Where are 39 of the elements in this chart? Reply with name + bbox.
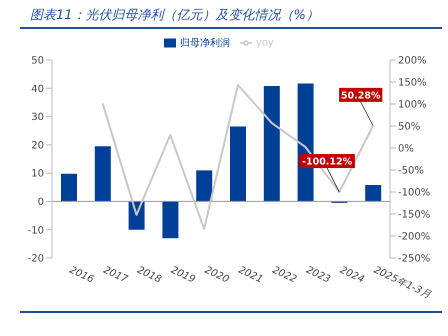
data-label: -100.12% bbox=[302, 156, 353, 168]
bar bbox=[61, 174, 77, 202]
bar bbox=[264, 86, 280, 202]
y-tick-label: -10 bbox=[28, 225, 44, 236]
x-tick-label: 2025年1-3月 bbox=[372, 264, 433, 301]
x-tick-label: 2019 bbox=[169, 264, 197, 286]
y2-tick-label: 150% bbox=[398, 78, 427, 89]
legend-label: 归母净利润 bbox=[180, 38, 230, 49]
x-tick-label: 2018 bbox=[135, 264, 163, 286]
bar bbox=[196, 170, 212, 202]
chart-title: 图表11：光伏归母净利（亿元）及变化情况（%） bbox=[30, 7, 319, 24]
y2-tick-label: -150% bbox=[398, 210, 430, 221]
y2-tick-label: -100% bbox=[398, 188, 430, 199]
bar bbox=[162, 201, 178, 238]
x-tick-label: 2022 bbox=[270, 264, 298, 286]
x-tick-label: 2024 bbox=[338, 264, 366, 286]
x-tick-label: 2021 bbox=[236, 264, 264, 286]
y-tick-label: 20 bbox=[31, 140, 44, 152]
y-tick-label: 40 bbox=[31, 84, 44, 95]
y2-tick-label: -250% bbox=[398, 254, 430, 265]
y2-tick-label: 0% bbox=[398, 144, 414, 155]
y-tick-label: 0 bbox=[38, 196, 44, 208]
y2-tick-label: 100% bbox=[398, 100, 427, 111]
y2-tick-label: 200% bbox=[398, 56, 427, 67]
y2-tick-label: 50% bbox=[398, 122, 420, 133]
x-tick-label: 2017 bbox=[101, 264, 130, 286]
x-tick-label: 2016 bbox=[68, 264, 96, 286]
y-tick-label: 50 bbox=[31, 56, 44, 67]
y2-tick-label: -50% bbox=[398, 166, 424, 177]
bar bbox=[365, 185, 382, 202]
x-tick-label: 2023 bbox=[304, 264, 332, 286]
y-tick-label: -20 bbox=[28, 254, 44, 265]
bar bbox=[94, 146, 111, 202]
data-label: 50.28% bbox=[340, 90, 381, 102]
y2-tick-label: -200% bbox=[398, 232, 430, 243]
y-tick-label: 10 bbox=[31, 168, 44, 180]
y-tick-label: 30 bbox=[31, 112, 44, 124]
bar bbox=[230, 126, 246, 202]
x-tick-label: 2020 bbox=[202, 264, 231, 286]
